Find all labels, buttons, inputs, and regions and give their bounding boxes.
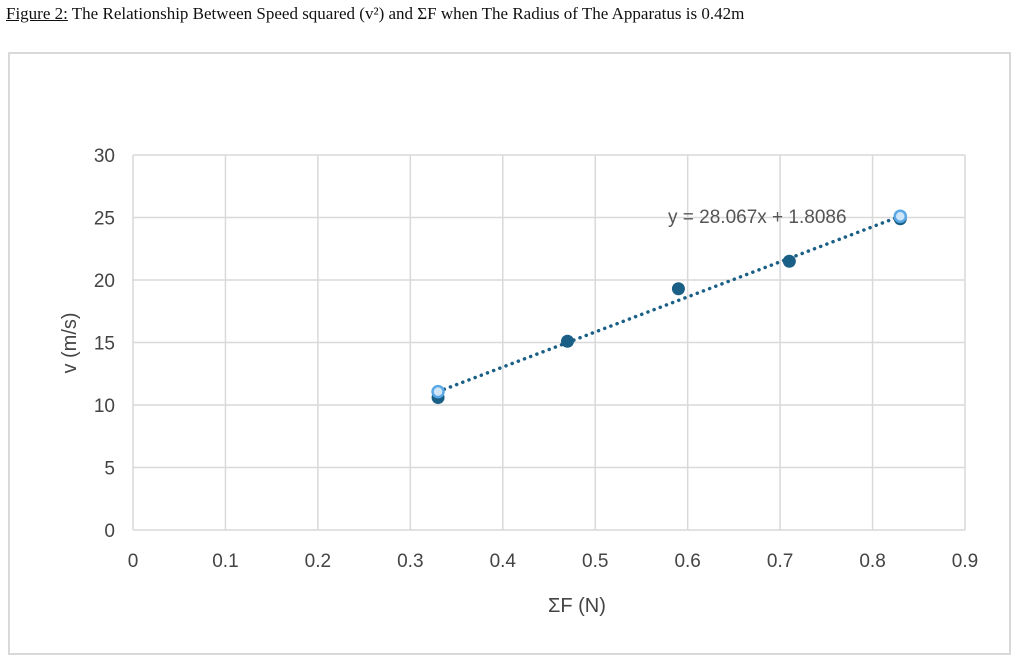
trendline-equation: y = 28.067x + 1.8086 [668,207,847,228]
y-axis-label: v (m/s) [59,312,81,373]
y-tick-label: 20 [94,271,115,292]
x-tick-label: 0.1 [212,551,238,572]
trendline [436,214,903,394]
x-tick-label: 0.3 [397,551,423,572]
data-points [431,209,908,404]
y-tick-label: 30 [94,146,115,167]
y-tick-label: 15 [94,334,115,355]
x-tick-label: 0.9 [952,551,978,572]
trendline-endpoint-marker [893,209,908,223]
data-point [782,254,796,268]
x-tick-label: 0.6 [674,551,700,572]
tick-labels: 0 0.1 0.2 0.3 0.4 0.5 0.6 0.7 0.8 0.9 0 5 10 15 20 25 30 [94,146,978,572]
x-tick-label: 0.7 [767,551,793,572]
y-tick-label: 5 [104,459,115,480]
x-tick-label: 0.8 [859,551,885,572]
x-tick-label: 0.2 [305,551,331,572]
trendline-group [436,214,903,394]
chart-frame [8,52,1011,655]
data-point [671,282,685,296]
x-tick-label: 0.5 [582,551,608,572]
data-point [560,334,574,348]
trendline-endpoint-marker [431,384,445,399]
y-tick-label: 10 [94,396,115,417]
x-tick-label: 0 [128,551,139,572]
y-tick-label: 25 [94,209,115,230]
figure-caption-text: The Relationship Between Speed squared (… [67,4,745,23]
x-tick-label: 0.4 [490,551,517,572]
figure-caption: Figure 2: The Relationship Between Speed… [6,4,744,24]
figure-label: Figure 2: [6,4,68,23]
x-axis-label: ΣF (N) [548,595,606,617]
grid [132,154,966,531]
y-tick-label: 0 [104,521,115,542]
